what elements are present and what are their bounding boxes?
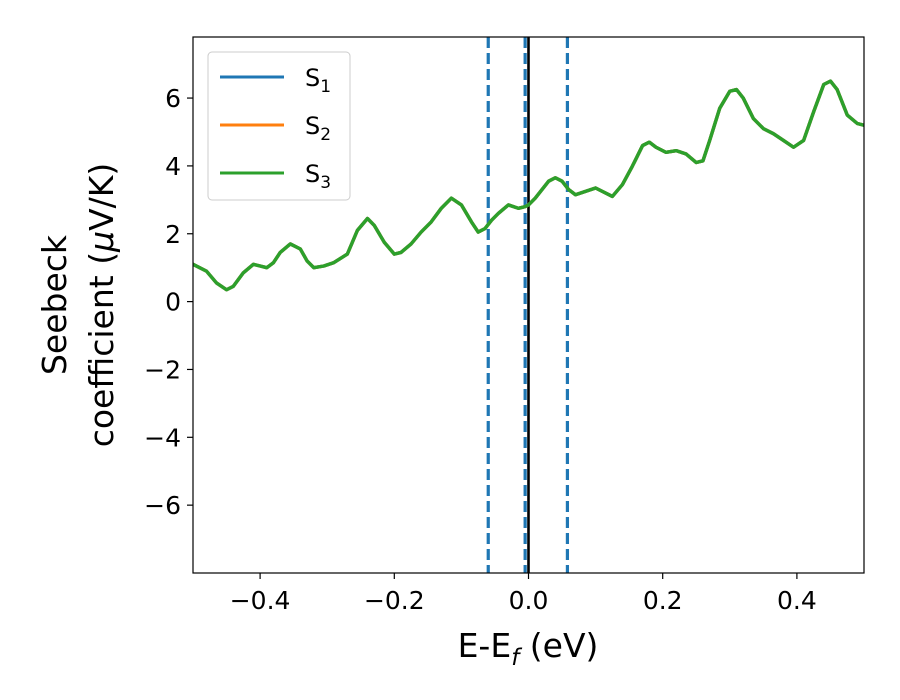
axis-ticks: −0.4 −0.2 0.0 0.2 0.4 −6 −4 −2 0 2 4 6 <box>144 84 817 615</box>
y-tick-label: −6 <box>144 491 181 520</box>
x-axis-label-sub: f <box>511 645 522 671</box>
legend-label-s2: S2 <box>305 112 331 145</box>
legend-label-s1-main: S <box>305 64 320 92</box>
x-tick-label: 0.0 <box>509 586 549 615</box>
legend-label-s3-main: S <box>305 160 320 188</box>
x-tick-label: −0.4 <box>230 586 291 615</box>
legend: S1 S2 S3 <box>207 51 351 201</box>
y-tick-label: 4 <box>165 152 181 181</box>
y-axis-label-mu: μ <box>82 231 121 253</box>
legend-label-s3-sub: 3 <box>320 173 331 193</box>
y-axis-label: Seebeck coefficient (μV/K) <box>35 163 121 448</box>
plot-frame <box>192 36 865 574</box>
x-axis-label: E-Ef (eV) <box>458 626 599 671</box>
legend-label-s1-sub: 1 <box>320 77 331 97</box>
series-line-s3 <box>193 79 864 292</box>
legend-label-s3: S3 <box>305 160 331 193</box>
x-axis-label-unit: (eV) <box>519 626 598 665</box>
y-tick-label: 2 <box>165 220 181 249</box>
legend-label-s2-main: S <box>305 112 320 140</box>
data-series <box>193 79 864 292</box>
x-tick-label: 0.4 <box>777 586 817 615</box>
y-axis-label-post: V/K) <box>82 163 121 231</box>
y-axis-label-pre: coefficient ( <box>82 252 121 447</box>
y-axis-label-line1: Seebeck <box>35 234 74 375</box>
y-tick-label: −4 <box>144 423 181 452</box>
y-tick-label: 6 <box>165 84 181 113</box>
legend-label-s1: S1 <box>305 64 331 97</box>
x-tick-label: −0.2 <box>364 586 425 615</box>
y-tick-label: 0 <box>165 288 181 317</box>
legend-label-s2-sub: 2 <box>320 125 331 145</box>
reference-lines <box>486 37 570 573</box>
y-axis-label-line2: coefficient (μV/K) <box>82 163 121 448</box>
x-axis-label-main: E-E <box>458 626 512 665</box>
x-tick-label: 0.2 <box>643 586 683 615</box>
y-tick-label: −2 <box>144 355 181 384</box>
